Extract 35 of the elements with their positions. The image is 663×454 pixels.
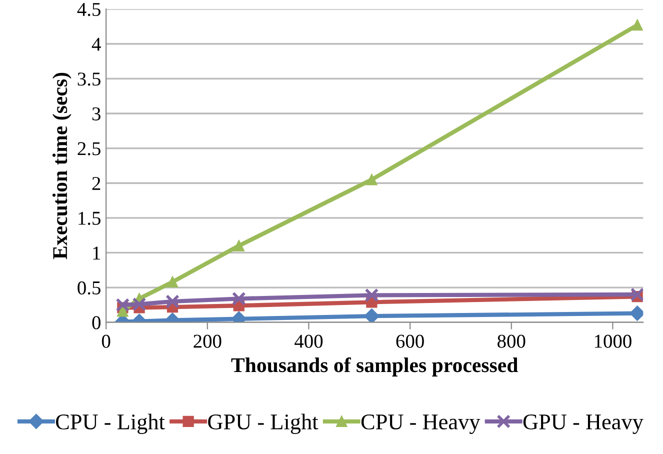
point (116, 298, 130, 312)
y-tick-label: 1 (93, 246, 100, 260)
x-tick-label: 800 (498, 334, 526, 348)
point (630, 306, 644, 321)
point (364, 288, 379, 302)
y-tick-label: 4.5 (77, 3, 100, 16)
y-tick-label: 0 (92, 316, 100, 330)
point (364, 308, 380, 322)
point (166, 294, 180, 308)
point (366, 174, 378, 186)
point (166, 276, 178, 288)
y-tick-label: 2.5 (78, 142, 100, 156)
y-tick-label: 0.5 (78, 281, 100, 295)
y-axis-title: Execution time (secs) (52, 72, 72, 260)
y-tick-label: 1.5 (78, 212, 100, 225)
y-tick-label: 4 (92, 38, 101, 51)
legend-label: GPU - Heavy (523, 414, 644, 434)
x-tick-label: 200 (194, 334, 222, 348)
point (132, 297, 146, 312)
point (232, 292, 246, 306)
x-tick-label: 400 (294, 334, 323, 348)
x-tick-label: 600 (396, 334, 424, 348)
point (233, 240, 244, 252)
x-tick-label: 0 (102, 334, 110, 348)
legend-label: CPU - Heavy (361, 414, 480, 434)
y-tick-label: 3 (92, 107, 100, 120)
y-tick-label: 3.5 (78, 72, 100, 86)
point (632, 20, 643, 31)
legend-label: GPU - Light (208, 414, 318, 434)
y-tick-label: 2 (92, 176, 100, 190)
point (630, 288, 644, 302)
x-axis-title: Thousands of samples processed (231, 357, 518, 376)
legend-label: CPU - Light (56, 414, 165, 434)
point (117, 306, 128, 317)
x-tick-label: 1000 (594, 334, 632, 348)
